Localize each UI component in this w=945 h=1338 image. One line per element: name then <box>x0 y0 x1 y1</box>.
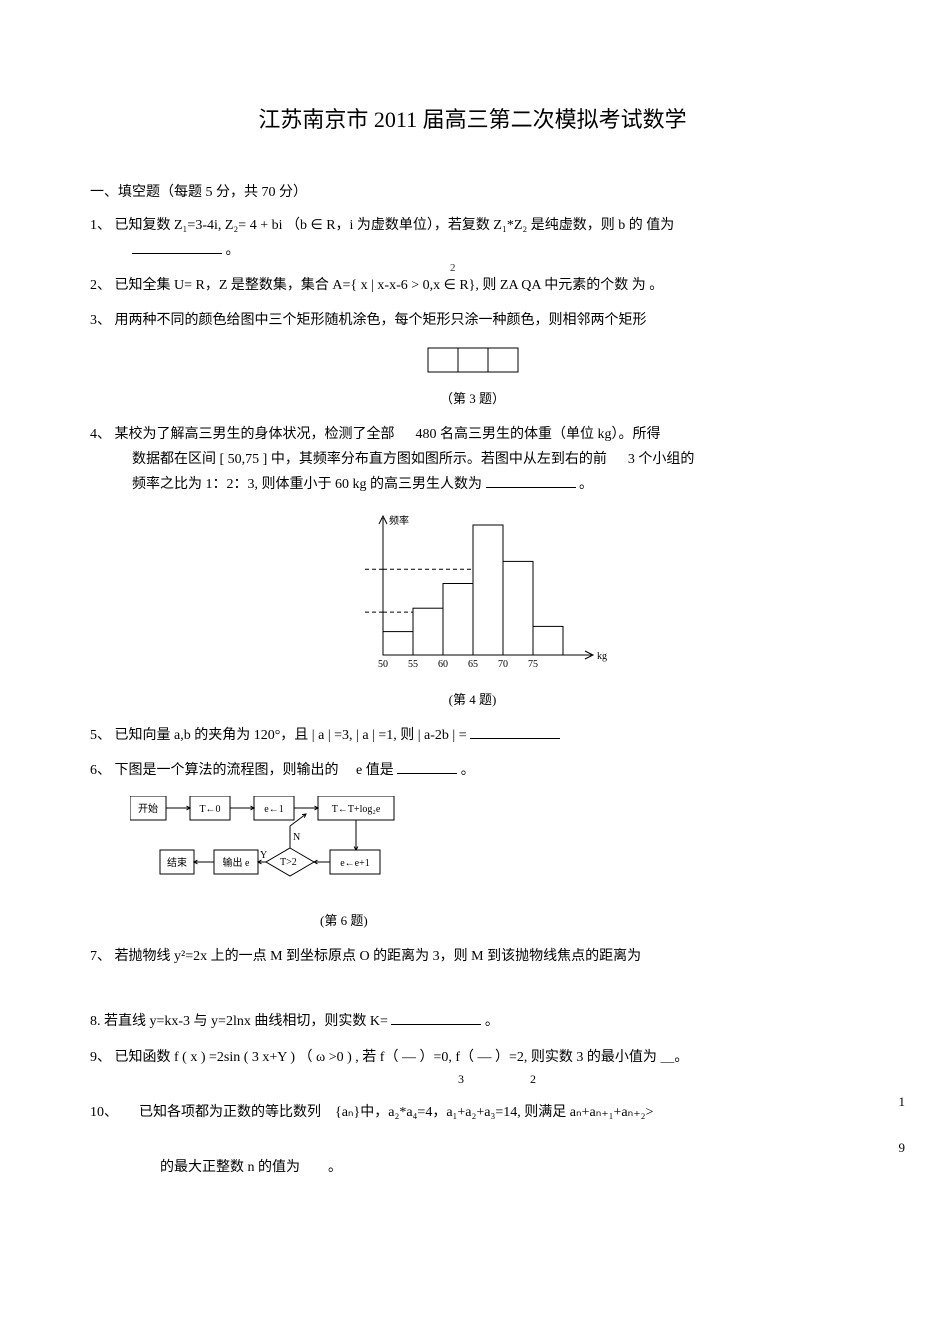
q2-number: 2、 <box>90 278 111 293</box>
q10-line1a: 已知各项都为正数的等比数列 <box>139 1105 321 1120</box>
question-6: 6、 下图是一个算法的流程图，则输出的 e 值是 。 开始 T←0 e←1 T←T+l… <box>90 758 855 932</box>
svg-text:kg: kg <box>597 651 607 662</box>
svg-text:N: N <box>293 832 300 843</box>
svg-text:50: 50 <box>378 659 388 670</box>
q7-text: 若抛物线 y²=2x 上的一点 M 到坐标原点 O 的距离为 3，则 M 到该抛… <box>115 949 642 964</box>
svg-text:T>2: T>2 <box>280 857 297 868</box>
svg-text:Y: Y <box>260 850 267 861</box>
svg-text:e←1: e←1 <box>264 804 283 815</box>
q5-text: 已知向量 a,b 的夹角为 120°，且 | a | =3, | a | =1,… <box>115 728 467 743</box>
q3-caption: （第 3 题） <box>90 387 855 410</box>
question-3: 3、 用两种不同的颜色给图中三个矩形随机涂色，每个矩形只涂一种颜色，则相邻两个矩… <box>90 308 855 410</box>
q6-text-b: e 值是 <box>356 763 394 778</box>
svg-text:65: 65 <box>468 659 478 670</box>
q4-number: 4、 <box>90 427 111 442</box>
q9-text: 已知函数 f ( x ) =2sin ( 3 x+Y ) （ ω >0 ) , … <box>115 1050 689 1065</box>
q5-blank <box>470 725 560 739</box>
q9-number: 9、 <box>90 1050 111 1065</box>
svg-text:频率: 频率 <box>389 514 409 527</box>
q4-blank <box>486 474 576 488</box>
q6-caption: (第 6 题) <box>130 909 855 932</box>
question-2: 2 2、 已知全集 U= R，Z 是整数集，集合 A={ x | x-x-6 >… <box>90 273 855 298</box>
q4-line2a: 数据都在区间 [ 50,75 ] 中，其频率分布直方图如图所示。若图中从左到右的… <box>132 452 607 467</box>
svg-text:60: 60 <box>438 659 448 670</box>
svg-text:T←T+log₂e: T←T+log₂e <box>332 804 381 815</box>
q9-frac1: 3 <box>458 1069 464 1091</box>
q6-flowchart: 开始 T←0 e←1 T←T+log₂e 结束 输出 e e←e+1 T>2 N Y <box>130 796 420 896</box>
question-7: 7、 若抛物线 y²=2x 上的一点 M 到坐标原点 O 的距离为 3，则 M … <box>90 944 855 969</box>
q6-number: 6、 <box>90 763 111 778</box>
q4-line2b: 3 个小组的 <box>628 452 695 467</box>
svg-text:开始: 开始 <box>138 802 158 815</box>
q4-line3b: 。 <box>579 477 593 492</box>
section-header: 一、填空题（每题 5 分，共 70 分） <box>90 180 855 205</box>
q8-blank <box>391 1011 481 1025</box>
q2-exponent: 2 <box>450 259 456 279</box>
q5-number: 5、 <box>90 728 111 743</box>
q4-histogram: 50 55 60 65 70 75 kg 频率 <box>333 510 613 675</box>
q8-number: 8. <box>90 1014 101 1029</box>
q10-number: 10、 <box>90 1105 118 1120</box>
question-8: 8. 若直线 y=kx-3 与 y=2lnx 曲线相切，则实数 K= 。 <box>90 1009 855 1034</box>
svg-text:55: 55 <box>408 659 418 670</box>
q4-caption: (第 4 题) <box>90 688 855 711</box>
q8-text: 若直线 y=kx-3 与 y=2lnx 曲线相切，则实数 K= <box>104 1014 388 1029</box>
svg-text:70: 70 <box>498 659 508 670</box>
q3-text: 用两种不同的颜色给图中三个矩形随机涂色，每个矩形只涂一种颜色，则相邻两个矩形 <box>115 313 647 328</box>
q2-text: 已知全集 U= R，Z 是整数集，集合 A={ x | x-x-6 > 0,x … <box>115 278 664 293</box>
svg-text:T←0: T←0 <box>199 804 220 815</box>
svg-text:75: 75 <box>528 659 538 670</box>
q1-number: 1、 <box>90 218 111 233</box>
q10-side-9: 9 <box>899 1136 906 1159</box>
q9-frac2: 2 <box>530 1069 536 1091</box>
q4-line1a: 某校为了解高三男生的身体状况，检测了全部 <box>115 427 395 442</box>
question-10: 10、 已知各项都为正数的等比数列 {aₙ}中，a₂*a₄=4，a₁+a₂+a₃… <box>90 1100 855 1180</box>
q1-period: 。 <box>226 243 240 258</box>
question-1: 1、 已知复数 Z₁=3-4i, Z₂= 4 + bi （b ∈ R，i 为虚数… <box>90 213 855 263</box>
svg-text:结束: 结束 <box>167 856 187 869</box>
q10-line1b: {aₙ}中，a₂*a₄=4，a₁+a₂+a₃=14, 则满足 aₙ+aₙ₊₁+a… <box>335 1105 653 1120</box>
page-title: 江苏南京市 2011 届高三第二次模拟考试数学 <box>90 100 855 140</box>
q6-blank <box>397 760 457 774</box>
q10-line2: 的最大正整数 n 的值为 <box>160 1160 300 1175</box>
q3-number: 3、 <box>90 313 111 328</box>
svg-text:输出 e: 输出 e <box>223 856 250 869</box>
q6-text-a: 下图是一个算法的流程图，则输出的 <box>115 763 339 778</box>
q1-blank <box>132 240 222 254</box>
q10-side-1: 1 <box>899 1090 906 1113</box>
svg-text:e←e+1: e←e+1 <box>340 858 370 869</box>
question-4: 4、 某校为了解高三男生的身体状况，检测了全部 480 名高三男生的体重（单位 … <box>90 422 855 711</box>
question-9: 9、 已知函数 f ( x ) =2sin ( 3 x+Y ) （ ω >0 )… <box>90 1045 855 1070</box>
q6-text-c: 。 <box>461 763 475 778</box>
q8-period: 。 <box>485 1014 499 1029</box>
q1-text: 已知复数 Z₁=3-4i, Z₂= 4 + bi （b ∈ R，i 为虚数单位）… <box>115 218 675 233</box>
q7-number: 7、 <box>90 949 111 964</box>
q4-line1b: 480 名高三男生的体重（单位 kg）。所得 <box>416 427 661 442</box>
q10-line2b: 。 <box>328 1160 342 1175</box>
q3-figure <box>426 346 520 374</box>
q4-line3a: 频率之比为 1：2：3, 则体重小于 60 kg 的高三男生人数为 <box>132 477 482 492</box>
question-5: 5、 已知向量 a,b 的夹角为 120°，且 | a | =3, | a | … <box>90 723 855 748</box>
